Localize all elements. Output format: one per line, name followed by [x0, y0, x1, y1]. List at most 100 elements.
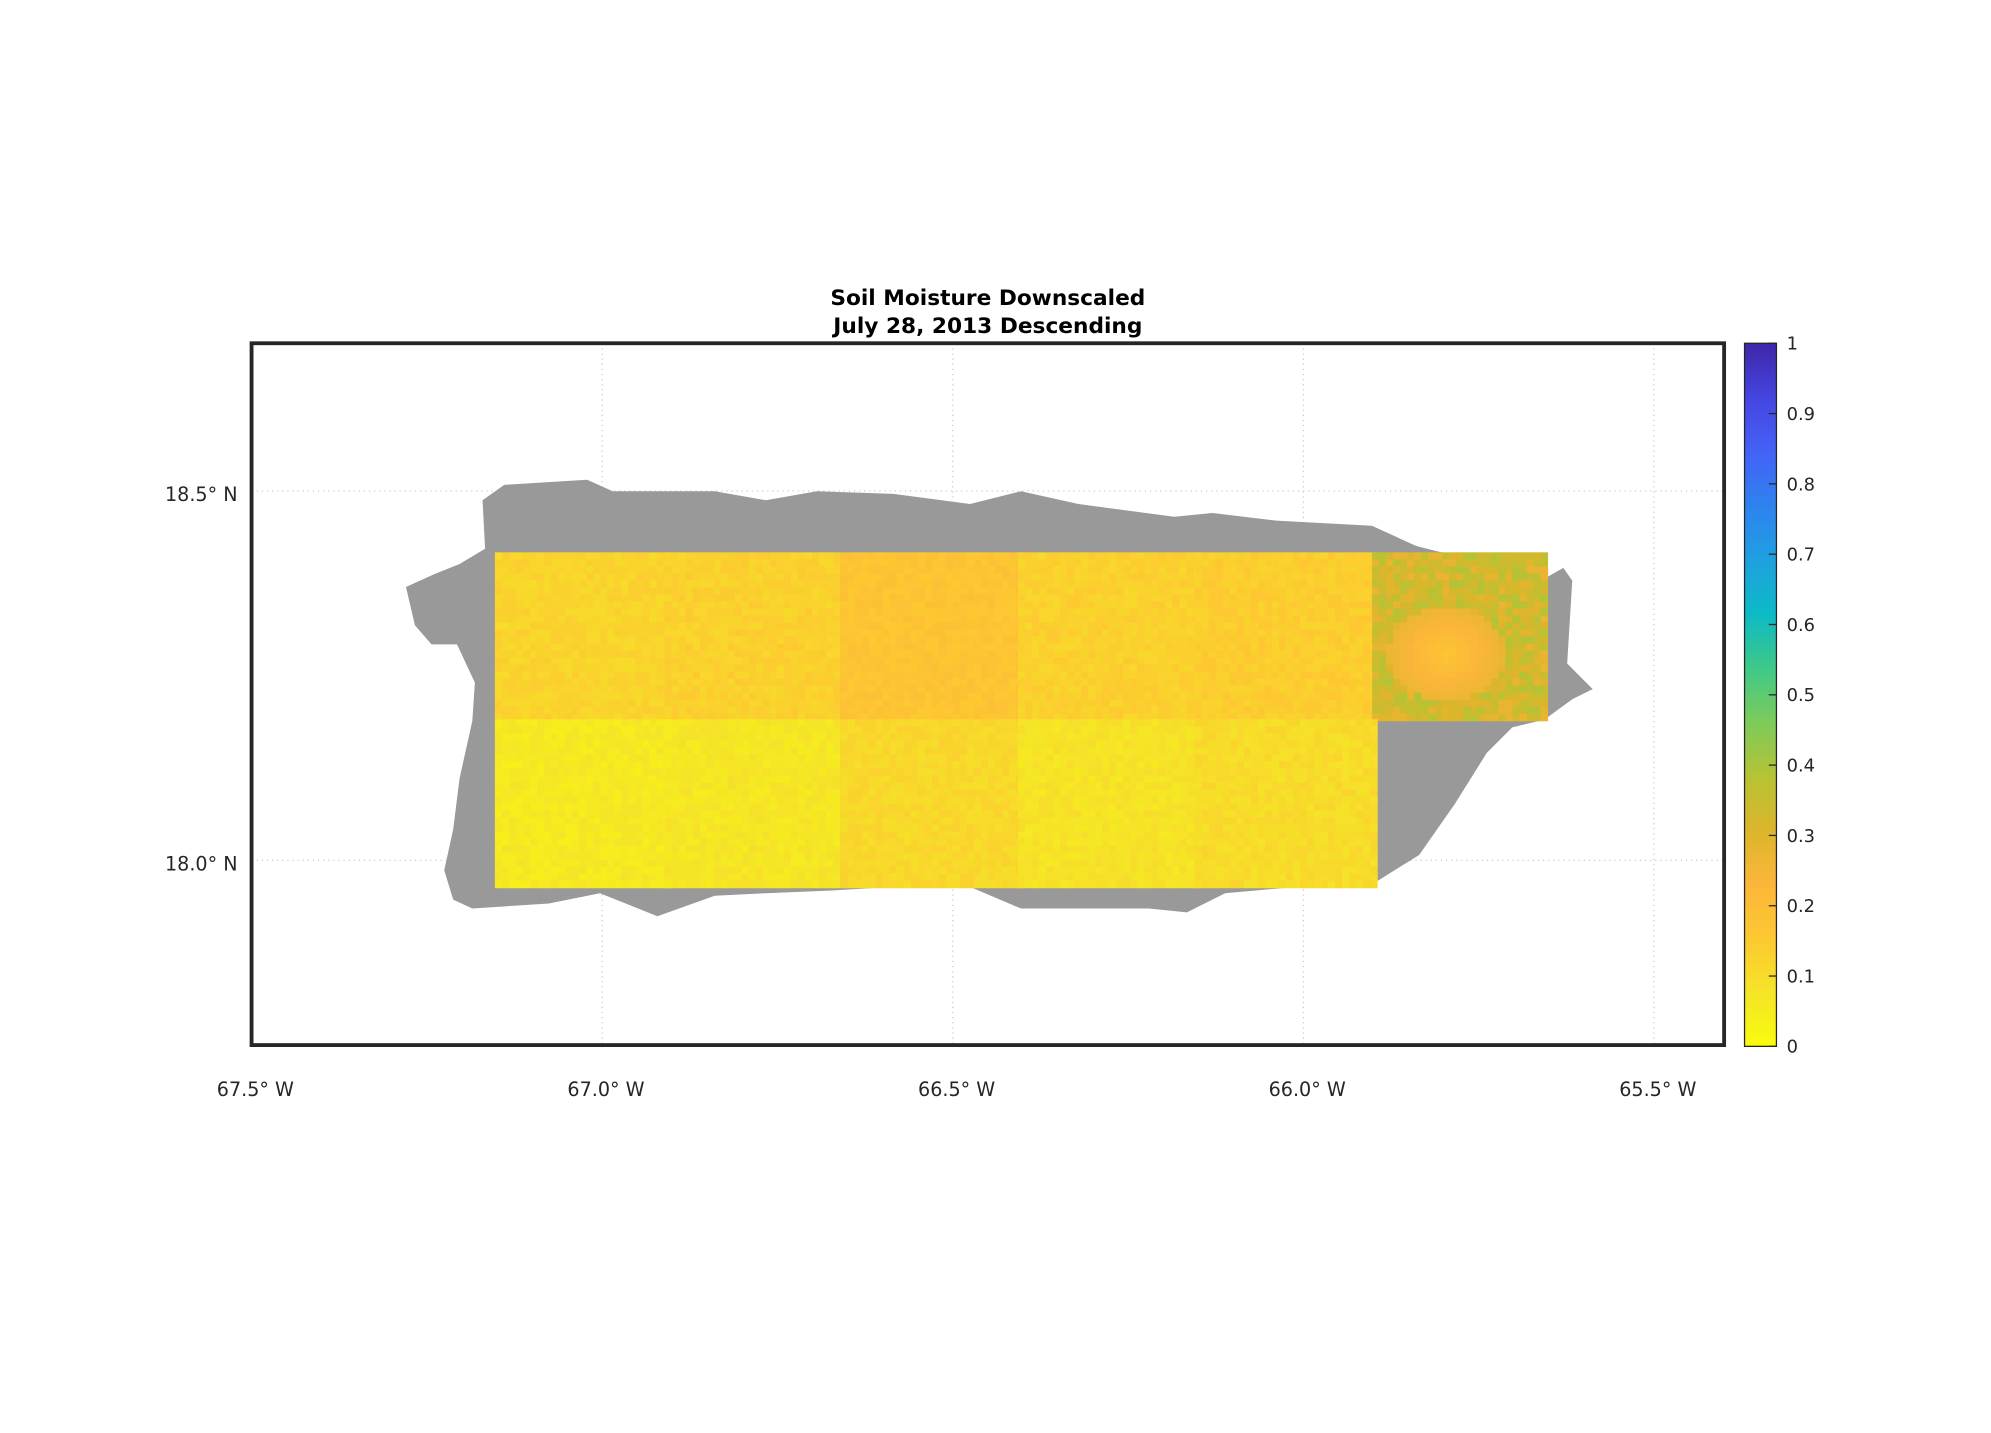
heatmap-cell — [558, 880, 566, 889]
heatmap-cell — [776, 838, 785, 847]
heatmap-cell — [1314, 587, 1322, 595]
heatmap-cell — [699, 789, 708, 797]
heatmap-cell — [678, 594, 687, 602]
heatmap-cell — [1400, 601, 1408, 609]
heatmap-cell — [586, 873, 594, 882]
heatmap-cell — [600, 859, 608, 868]
heatmap-cell — [656, 559, 664, 567]
heatmap-cell — [826, 643, 834, 652]
heatmap-cell — [1116, 587, 1124, 595]
heatmap-cell — [551, 692, 559, 701]
heatmap-cell — [1321, 636, 1329, 645]
heatmap-cell — [1299, 664, 1308, 673]
heatmap-cell — [522, 671, 531, 680]
heatmap-cell — [713, 789, 722, 797]
heatmap-cell — [600, 803, 608, 812]
heatmap-cell — [1519, 671, 1528, 680]
heatmap-cell — [551, 810, 559, 819]
heatmap-cell — [896, 685, 905, 694]
heatmap-cell — [1484, 587, 1492, 595]
heatmap-cell — [826, 733, 834, 741]
heatmap-cell — [1250, 573, 1259, 581]
heatmap-cell — [1278, 552, 1287, 560]
heatmap-cell — [1194, 713, 1203, 722]
heatmap-cell — [875, 566, 884, 574]
heatmap-cell — [685, 880, 694, 889]
heatmap-cell — [1179, 601, 1187, 609]
heatmap-cell — [664, 761, 673, 769]
heatmap-cell — [826, 845, 834, 854]
heatmap-cell — [515, 726, 524, 734]
heatmap-cell — [840, 719, 849, 727]
heatmap-cell — [1039, 671, 1047, 680]
heatmap-cell — [1053, 650, 1061, 659]
heatmap-cell — [649, 636, 657, 645]
heatmap-cell — [706, 699, 715, 708]
heatmap-cell — [833, 880, 841, 889]
heatmap-cell — [522, 573, 531, 581]
heatmap-cell — [1102, 580, 1110, 588]
heatmap-cell — [1060, 692, 1068, 701]
heatmap-cell — [642, 726, 650, 734]
heatmap-cell — [671, 866, 680, 875]
heatmap-cell — [642, 761, 650, 769]
heatmap-cell — [1463, 552, 1471, 560]
heatmap-cell — [1243, 559, 1252, 567]
heatmap-cell — [1379, 685, 1387, 694]
heatmap-cell — [1342, 664, 1350, 673]
heatmap-cell — [804, 601, 813, 609]
heatmap-cell — [649, 678, 657, 687]
heatmap-cell — [833, 608, 841, 617]
heatmap-cell — [1002, 608, 1010, 617]
heatmap-cell — [804, 685, 813, 694]
heatmap-cell — [1292, 671, 1301, 680]
heatmap-cell — [664, 789, 673, 797]
heatmap-cell — [508, 831, 517, 840]
heatmap-cell — [522, 608, 531, 617]
heatmap-cell — [790, 692, 799, 701]
heatmap-cell — [544, 782, 552, 790]
heatmap-cell — [882, 719, 891, 727]
heatmap-cell — [671, 726, 680, 734]
heatmap-cell — [1053, 643, 1061, 652]
heatmap-cell — [1414, 685, 1422, 694]
heatmap-cell — [1456, 643, 1464, 652]
heatmap-cell — [1512, 706, 1521, 715]
heatmap-cell — [1039, 573, 1047, 581]
heatmap-cell — [1477, 601, 1485, 609]
heatmap-cell — [727, 796, 736, 805]
heatmap-cell — [1428, 650, 1436, 659]
heatmap-cell — [1363, 622, 1371, 631]
heatmap-cell — [579, 685, 587, 694]
heatmap-cell — [1002, 719, 1010, 727]
heatmap-cell — [734, 845, 743, 854]
heatmap-cell — [635, 817, 643, 826]
heatmap-cell — [1335, 559, 1343, 567]
heatmap-cell — [1060, 643, 1068, 652]
heatmap-cell — [678, 733, 687, 741]
heatmap-cell — [741, 740, 750, 748]
heatmap-cell — [706, 594, 715, 602]
heatmap-cell — [840, 692, 849, 701]
heatmap-cell — [515, 782, 524, 790]
heatmap-cell — [671, 692, 680, 701]
heatmap-cell — [565, 733, 573, 741]
heatmap-cell — [734, 733, 743, 741]
heatmap-cell — [1470, 699, 1478, 708]
heatmap-cell — [868, 657, 877, 666]
heatmap-cell — [1428, 615, 1436, 624]
heatmap-cell — [649, 838, 657, 847]
heatmap-cell — [1349, 559, 1357, 567]
heatmap-cell — [1292, 587, 1301, 595]
heatmap-cell — [1449, 699, 1457, 708]
heatmap-cell — [783, 726, 792, 734]
heatmap-cell — [551, 615, 559, 624]
heatmap-cell — [1009, 566, 1017, 574]
heatmap-cell — [544, 803, 552, 812]
heatmap-cell — [994, 726, 1003, 734]
heatmap-cell — [783, 650, 792, 659]
heatmap-cell — [818, 796, 827, 805]
heatmap-cell — [536, 573, 545, 581]
heatmap-cell — [741, 594, 750, 602]
heatmap-cell — [1088, 622, 1096, 631]
